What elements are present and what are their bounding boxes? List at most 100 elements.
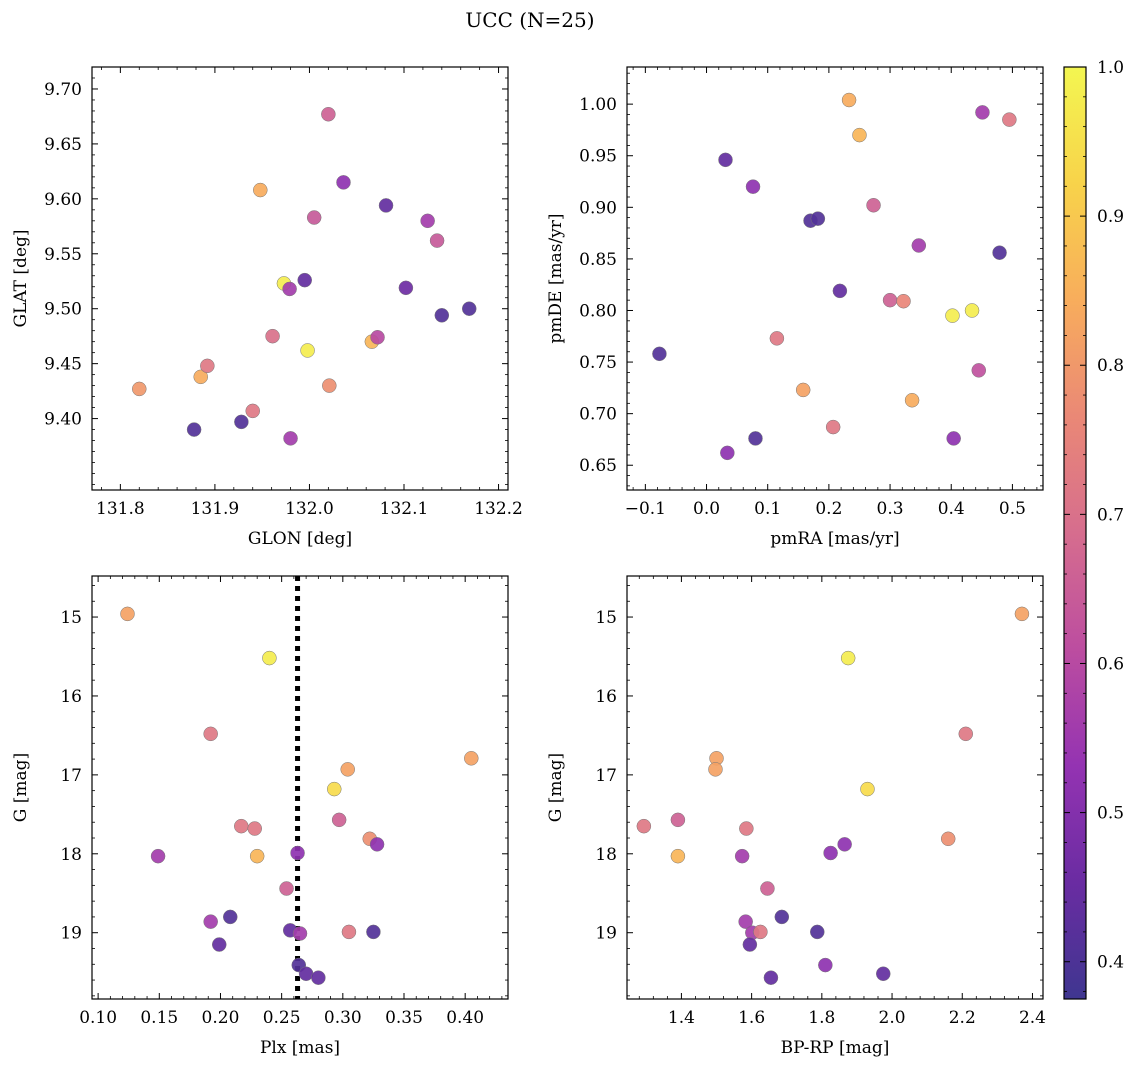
colorbar-tick-label: 1.0 [1097,58,1124,78]
colorbar-gradient [1064,67,1086,999]
scatter-point [945,308,960,323]
scatter-point [420,213,435,229]
scatter-point [823,845,838,861]
x-tick-label: 1.8 [808,1008,835,1028]
x-tick-label: 2.0 [879,1008,906,1028]
scatter-point [321,106,336,122]
scatter-point [971,363,987,378]
scatter-point [306,210,322,225]
scatter-point [795,382,811,398]
scatter-point [298,966,314,981]
scatter-point [866,197,881,213]
scatter-point [398,280,414,296]
scatter-point [461,301,477,316]
y-tick-label: 1.00 [579,95,617,115]
scatter-point [670,812,686,828]
scatter-point [745,179,761,194]
scatter-point [150,848,166,864]
x-tick-label: −0.1 [625,499,666,519]
scatter-point [958,726,974,742]
scatter-point [290,845,305,861]
scatter-panels: 131.8 131.9 132.0 132.1 132.2 9.40 9.45 9.50 9.5… [11,66,1046,1058]
y-tick-label: 19 [595,924,617,944]
y-tick-label: 0.75 [579,353,617,373]
scatter-point [211,937,227,952]
x-tick-label: 2.2 [949,1008,976,1028]
scatter-point [904,392,920,408]
y-axis-label: pmDE [mas/yr] [546,213,566,343]
x-axis-label: pmRA [mas/yr] [770,529,899,549]
x-tick-label: 1.4 [668,1008,695,1028]
panel-1: 131.8 131.9 132.0 132.1 132.2 9.40 9.45 9.50 9.5… [11,66,523,549]
y-tick-label: 16 [595,687,617,707]
x-tick-label: 132.0 [285,499,334,519]
x-tick-label: 0.5 [999,499,1026,519]
y-tick-label: 17 [60,766,82,786]
x-tick-label: 0.4 [938,499,965,519]
figure-title: UCC (N=25) [465,8,594,32]
axes-frame [626,575,1044,1000]
x-tick-label: 132.2 [474,499,523,519]
scatter-point [760,881,775,896]
scatter-point [718,152,733,168]
scatter-point [860,781,875,797]
x-tick-label: 131.8 [96,499,145,519]
colorbar: 0.4 0.5 0.6 0.7 0.8 0.9 1.0 [1063,58,1124,1000]
y-tick-label: 9.60 [44,190,82,210]
scatter-point [837,837,852,852]
scatter-point [186,422,202,437]
scatter-point [763,970,779,985]
scatter-point [670,848,686,864]
scatter-point [297,272,312,288]
scatter-point [331,812,347,828]
scatter-point [193,369,208,385]
scatter-point [464,751,479,766]
colorbar-tick-label: 0.7 [1097,505,1124,525]
y-tick-label: 15 [60,608,82,628]
y-tick-label: 19 [60,924,82,944]
scatter-point [203,914,218,929]
y-axis-label: GLAT [deg] [11,229,31,327]
scatter-point [265,328,280,344]
scatter-point [708,762,723,777]
y-tick-label: 16 [60,687,82,707]
y-tick-label: 9.50 [44,300,82,320]
scatter-point [739,821,754,836]
axes-frame [91,66,509,491]
scatter-point [720,445,735,461]
x-axis-label: BP-RP [mag] [781,1038,890,1058]
y-tick-label: 9.65 [44,135,82,155]
x-tick-label: 131.9 [191,499,240,519]
y-tick-label: 9.55 [44,245,82,265]
colorbar-tick-label: 0.8 [1097,356,1124,376]
x-axis-label: Plx [mas] [260,1038,340,1058]
scatter-point [832,283,848,299]
x-tick-label: 1.6 [738,1008,765,1028]
scatter-point [429,233,445,248]
x-tick-label: 0.15 [140,1008,178,1028]
x-tick-label: 0.40 [446,1008,484,1028]
scatter-point [262,650,277,666]
scatter-point [1002,112,1017,127]
y-tick-label: 0.70 [579,405,617,425]
scatter-point [203,726,218,742]
y-tick-label: 17 [595,766,617,786]
scatter-point [946,431,961,446]
scatter-point [336,175,351,190]
scatter-point [311,970,326,985]
scatter-point [370,330,385,345]
scatter-point [911,238,927,253]
scatter-point [738,914,753,929]
scatter-point [882,292,898,308]
scatter-point [234,414,249,430]
scatter-point [636,818,652,834]
panel-2: −0.1 0.0 0.1 0.2 0.3 0.4 0.5 0.65 0.70 0.75 0.80 0.… [546,66,1044,549]
y-tick-label: 9.70 [44,80,82,100]
x-tick-label: 2.4 [1019,1008,1046,1028]
scatter-point [992,245,1007,260]
x-tick-label: 0.3 [877,499,904,519]
y-tick-label: 18 [60,845,82,865]
colorbar-tick-label: 0.5 [1097,804,1124,824]
y-tick-label: 9.45 [44,355,82,375]
